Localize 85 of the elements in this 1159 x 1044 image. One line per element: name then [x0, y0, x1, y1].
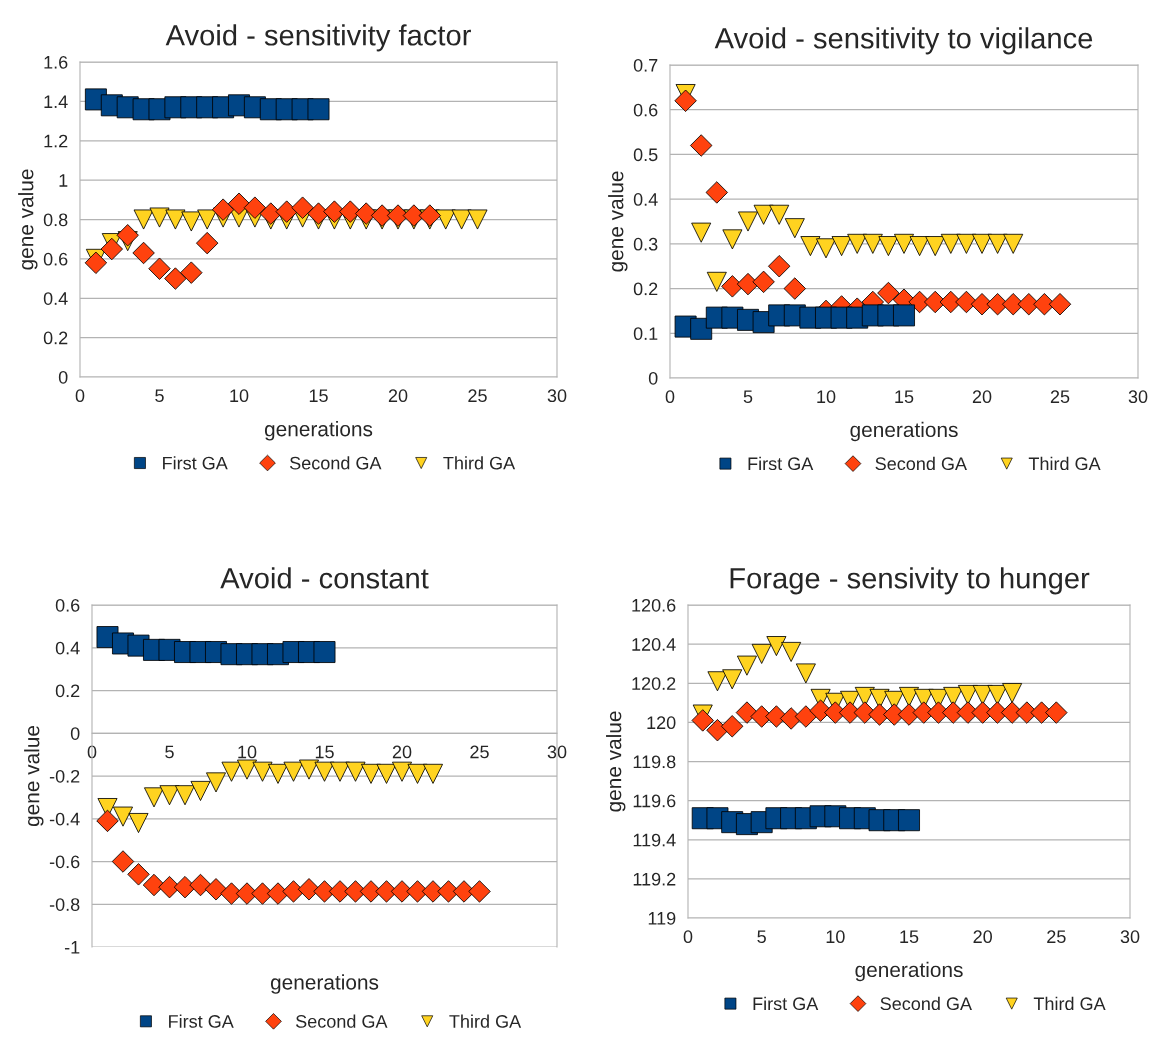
- y-axis-title: gene value: [18, 169, 38, 270]
- legend-label: First GA: [753, 996, 819, 1011]
- y-tick-label: 1.2: [44, 134, 68, 148]
- x-tick-label: 15: [900, 930, 919, 944]
- x-axis-title: generations: [855, 961, 963, 982]
- x-tick-label: 5: [743, 390, 753, 404]
- y-axis-title: gene value: [24, 725, 44, 827]
- y-tick-label: 119: [648, 911, 676, 925]
- y-axis-title: gene value: [606, 711, 626, 812]
- x-tick-label: 0: [683, 930, 693, 944]
- y-tick-label: 119.4: [633, 833, 676, 847]
- y-tick-label: 0.2: [55, 684, 80, 698]
- y-tick-label: 0.2: [633, 282, 658, 296]
- x-tick-label: 25: [1050, 390, 1070, 404]
- y-tick-label: 119.8: [633, 755, 676, 769]
- y-tick-label: 1.4: [44, 95, 68, 108]
- y-tick-label: 0.2: [43, 331, 68, 345]
- y-tick-label: 1: [59, 174, 68, 187]
- x-tick-label: 30: [1128, 390, 1148, 404]
- y-tick-label: 0.5: [633, 148, 658, 162]
- legend-label: Second GA: [289, 456, 382, 470]
- chart-title: Avoid - constant: [220, 567, 429, 589]
- legend-label: First GA: [169, 1014, 234, 1028]
- y-tick-label: -0.8: [49, 898, 80, 911]
- y-tick-label: -1: [64, 941, 80, 954]
- x-tick-label: 20: [392, 745, 412, 759]
- y-tick-label: 0: [58, 370, 68, 384]
- chart-title: Avoid - sensitivity factor: [165, 24, 471, 52]
- legend-label: Second GA: [295, 1014, 388, 1028]
- chart-title: Forage - sensivity to hunger: [730, 567, 1090, 595]
- y-tick-label: -0.6: [49, 855, 80, 869]
- legend-label: Third GA: [443, 456, 516, 470]
- x-tick-label: 10: [817, 390, 836, 404]
- y-tick-label: 119.6: [633, 794, 676, 808]
- y-tick-label: 0.4: [633, 193, 658, 206]
- x-tick-label: 15: [315, 745, 334, 759]
- y-tick-label: 120.4: [632, 638, 676, 651]
- x-tick-label: 15: [309, 389, 328, 403]
- y-tick-label: 0.3: [633, 237, 658, 251]
- x-tick-label: 5: [155, 389, 164, 403]
- legend-label: First GA: [748, 456, 814, 471]
- x-axis-title: generations: [270, 974, 379, 994]
- y-tick-label: -0.4: [49, 812, 80, 826]
- x-tick-label: 10: [230, 389, 249, 403]
- y-tick-label: 0.6: [55, 598, 80, 612]
- y-axis-title: gene value: [608, 171, 628, 272]
- y-tick-label: 0.8: [43, 213, 68, 227]
- y-tick-label: -0.2: [49, 769, 80, 783]
- legend-label: Third GA: [449, 1014, 522, 1028]
- y-tick-label: 0: [648, 371, 658, 385]
- y-tick-label: 1.6: [44, 55, 68, 69]
- y-tick-label: 0.6: [43, 252, 68, 266]
- legend-label: Second GA: [875, 456, 967, 471]
- y-tick-label: 0.7: [633, 58, 658, 72]
- x-tick-label: 10: [826, 930, 845, 944]
- y-tick-label: 0: [70, 727, 80, 740]
- x-tick-label: 0: [87, 745, 97, 759]
- x-axis-title: generations: [264, 421, 373, 441]
- x-tick-label: 20: [973, 930, 992, 944]
- x-tick-label: 25: [470, 745, 489, 759]
- legend-label: Third GA: [1033, 996, 1106, 1011]
- y-tick-label: 120.2: [632, 677, 676, 690]
- x-tick-label: 30: [547, 389, 567, 403]
- x-tick-label: 25: [1047, 930, 1066, 944]
- y-tick-label: 119.2: [633, 872, 676, 886]
- x-tick-label: 5: [757, 930, 766, 944]
- y-tick-label: 120: [647, 716, 676, 730]
- x-tick-label: 20: [972, 390, 992, 404]
- legend-label: Third GA: [1028, 456, 1101, 471]
- y-tick-label: 0.1: [633, 327, 658, 341]
- chart-title: Avoid - sensitivity to vigilance: [714, 27, 1093, 55]
- legend-label: First GA: [163, 456, 228, 470]
- x-tick-label: 15: [895, 390, 914, 404]
- x-tick-label: 10: [238, 745, 257, 759]
- x-tick-label: 25: [468, 389, 487, 403]
- x-tick-label: 5: [165, 745, 174, 759]
- y-tick-label: 120.6: [632, 598, 676, 612]
- x-axis-title: generations: [850, 421, 958, 442]
- y-tick-label: 0.6: [633, 103, 658, 117]
- y-tick-label: 0.4: [43, 292, 68, 305]
- x-tick-label: 30: [1120, 930, 1140, 944]
- legend-label: Second GA: [880, 996, 972, 1011]
- x-tick-label: 30: [547, 745, 567, 759]
- x-tick-label: 20: [388, 389, 408, 403]
- y-tick-label: 0.4: [55, 641, 80, 655]
